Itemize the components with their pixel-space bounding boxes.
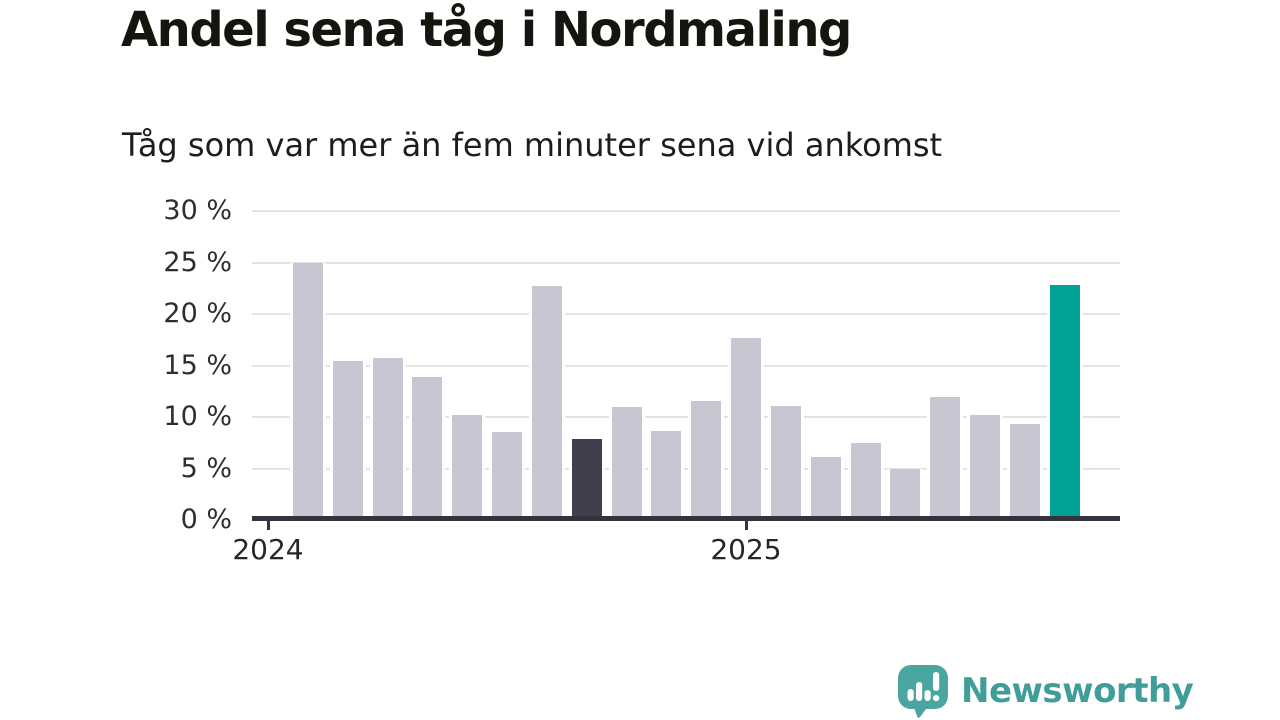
bar-2024-06 bbox=[449, 414, 486, 520]
bar-2024-07 bbox=[489, 432, 525, 520]
y-tick-label: 15 % bbox=[163, 349, 232, 381]
bar-2024-02 bbox=[289, 262, 326, 520]
x-tick-2025 bbox=[744, 521, 748, 530]
gridline-10 bbox=[252, 416, 1120, 418]
x-tick-label-2024: 2024 bbox=[232, 533, 304, 566]
plot-area: 2024 2025 bbox=[232, 210, 1120, 566]
bar-2024-03 bbox=[329, 361, 366, 520]
bar-2025-04 bbox=[847, 442, 884, 520]
bar-2024-12 bbox=[688, 400, 725, 520]
bar-2024-10 bbox=[608, 406, 645, 520]
newsworthy-speech-bubble-chart-icon bbox=[898, 665, 948, 718]
y-tick-label: 0 % bbox=[180, 504, 232, 535]
brand-name: Newsworthy bbox=[961, 671, 1194, 711]
y-tick-label: 30 % bbox=[163, 195, 232, 226]
bar-2025-01 bbox=[728, 337, 764, 520]
bar-2024-04 bbox=[369, 358, 406, 520]
bar-2025-02 bbox=[767, 405, 804, 520]
x-tick-2024 bbox=[266, 521, 270, 530]
bar-2025-05 bbox=[887, 468, 924, 520]
y-tick-label: 10 % bbox=[163, 401, 232, 432]
chart-title: Andel sena tåg i Nordmaling bbox=[121, 2, 852, 58]
bar-2025-08 bbox=[1006, 424, 1043, 520]
bar-2024-05 bbox=[409, 376, 446, 520]
bar-2025-09 bbox=[1046, 285, 1083, 520]
y-tick-label: 25 % bbox=[163, 246, 232, 278]
bar-2025-03 bbox=[807, 457, 844, 520]
gridline-20 bbox=[252, 313, 1120, 315]
bar-2025-06 bbox=[927, 397, 964, 520]
y-tick-label: 5 % bbox=[180, 452, 232, 484]
bar-2024-08 bbox=[528, 286, 565, 520]
bar-2024-09 bbox=[568, 438, 605, 520]
chart-subtitle: Tåg som var mer än fem minuter sena vid … bbox=[122, 126, 943, 164]
y-tick-label: 20 % bbox=[163, 298, 232, 329]
x-axis-line bbox=[252, 516, 1120, 521]
bar-2025-07 bbox=[967, 414, 1003, 520]
gridline-25 bbox=[252, 261, 1120, 264]
bar-2024-11 bbox=[648, 431, 685, 520]
gridline-15 bbox=[252, 364, 1120, 367]
gridline-5 bbox=[252, 467, 1120, 470]
gridline-30 bbox=[252, 210, 1120, 212]
brand-logo: Newsworthy bbox=[897, 664, 1194, 718]
x-tick-label-2025: 2025 bbox=[710, 533, 782, 566]
